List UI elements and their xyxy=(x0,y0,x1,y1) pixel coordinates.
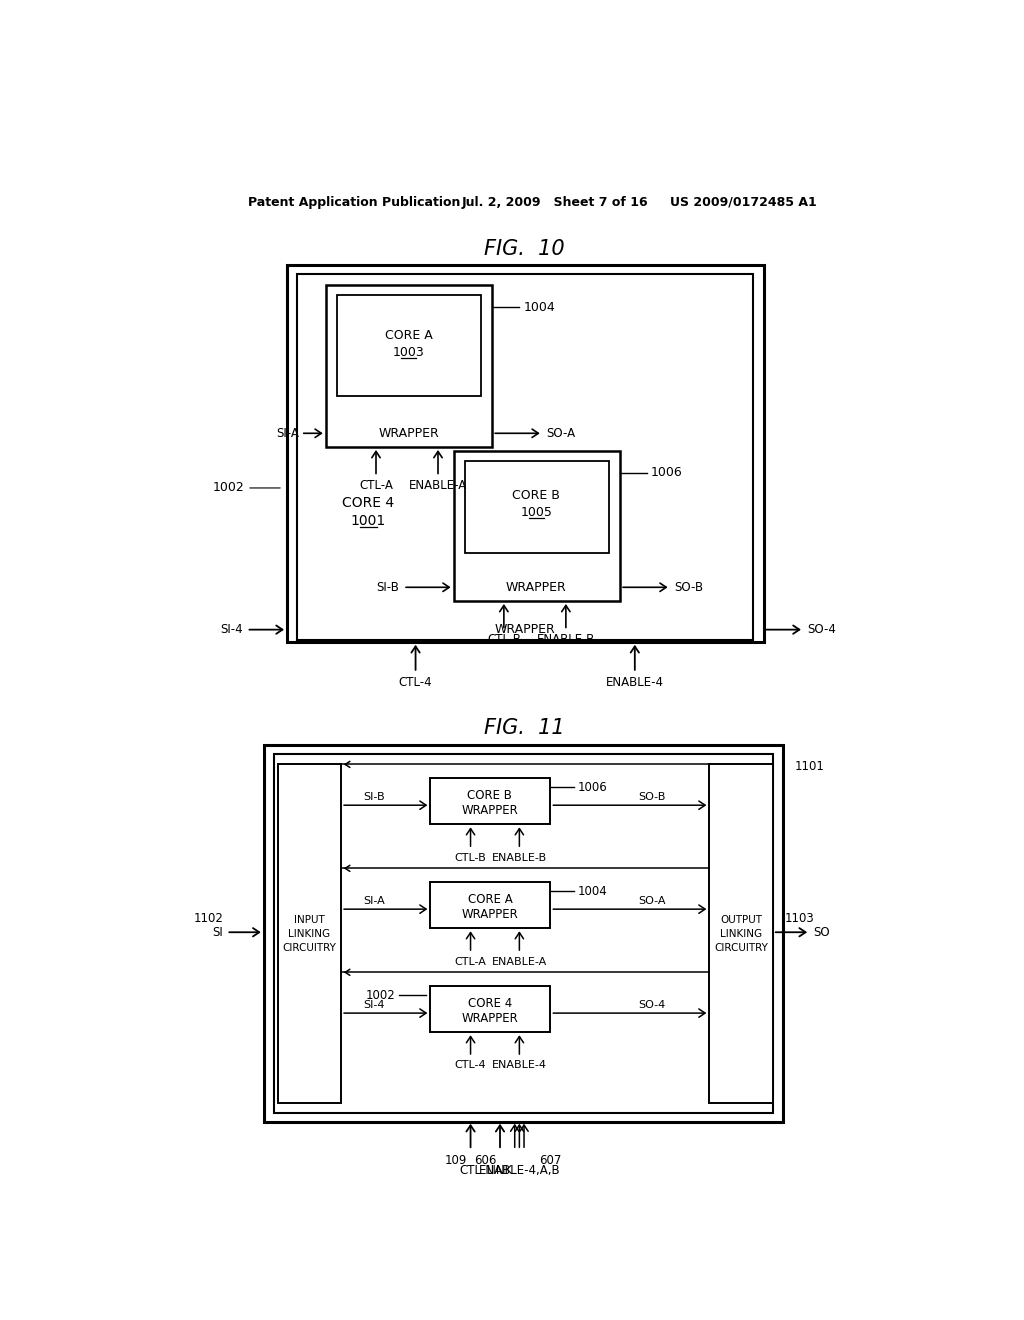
Text: CTL-A: CTL-A xyxy=(359,479,393,492)
Text: INPUT
LINKING
CIRCUITRY: INPUT LINKING CIRCUITRY xyxy=(283,915,336,953)
Text: CTL-4: CTL-4 xyxy=(398,676,432,689)
Text: SO-A: SO-A xyxy=(638,896,666,907)
Text: SI-A: SI-A xyxy=(276,426,299,440)
Bar xyxy=(326,285,493,447)
Text: Patent Application Publication: Patent Application Publication xyxy=(248,195,461,209)
Text: 606: 606 xyxy=(474,1155,496,1167)
Text: 1004: 1004 xyxy=(523,301,555,314)
Text: CTL-B: CTL-B xyxy=(455,853,486,862)
Text: SO-B: SO-B xyxy=(638,792,666,803)
Text: 1006: 1006 xyxy=(578,781,607,795)
Text: 1101: 1101 xyxy=(795,760,824,774)
Text: LINK: LINK xyxy=(486,1164,513,1177)
Bar xyxy=(273,755,773,1113)
Text: SO: SO xyxy=(813,925,829,939)
Text: 1001: 1001 xyxy=(350,513,386,528)
Text: FIG.  10: FIG. 10 xyxy=(484,239,565,259)
Text: Jul. 2, 2009   Sheet 7 of 16: Jul. 2, 2009 Sheet 7 of 16 xyxy=(461,195,648,209)
Text: 1004: 1004 xyxy=(578,884,607,898)
Text: US 2009/0172485 A1: US 2009/0172485 A1 xyxy=(671,195,817,209)
Bar xyxy=(278,764,341,1104)
Bar xyxy=(430,986,550,1032)
Text: CORE A: CORE A xyxy=(385,329,432,342)
Text: CTL-4: CTL-4 xyxy=(455,1060,486,1071)
Text: ENABLE-B: ENABLE-B xyxy=(492,853,547,862)
Text: ENABLE-4: ENABLE-4 xyxy=(606,676,664,689)
Text: 1103: 1103 xyxy=(784,912,814,925)
Text: ENABLE-A: ENABLE-A xyxy=(492,957,547,966)
Text: SI-B: SI-B xyxy=(377,581,399,594)
Text: ENABLE-4,A,B: ENABLE-4,A,B xyxy=(478,1164,560,1177)
Bar xyxy=(287,264,764,642)
Text: CTL: CTL xyxy=(460,1164,481,1177)
Text: SO-4: SO-4 xyxy=(808,623,837,636)
Text: SI-4: SI-4 xyxy=(220,623,243,636)
Text: 1002: 1002 xyxy=(213,482,281,495)
Bar xyxy=(430,882,550,928)
Text: 1003: 1003 xyxy=(392,346,424,359)
Text: 1102: 1102 xyxy=(194,912,223,925)
Text: WRAPPER: WRAPPER xyxy=(506,581,567,594)
Text: CORE 4: CORE 4 xyxy=(342,496,394,511)
Text: SI-A: SI-A xyxy=(362,896,385,907)
Bar xyxy=(337,296,480,396)
Text: FIG.  11: FIG. 11 xyxy=(484,718,565,738)
Text: 109: 109 xyxy=(444,1155,467,1167)
Text: CORE B: CORE B xyxy=(468,788,512,801)
Bar xyxy=(430,779,550,825)
Text: ENABLE-A: ENABLE-A xyxy=(409,479,467,492)
Text: SI-B: SI-B xyxy=(362,792,384,803)
Text: SI-4: SI-4 xyxy=(362,1001,384,1010)
Text: CORE A: CORE A xyxy=(468,892,512,906)
Bar xyxy=(297,275,754,640)
Text: ENABLE-4: ENABLE-4 xyxy=(492,1060,547,1071)
Text: SO-B: SO-B xyxy=(675,581,703,594)
Text: WRAPPER: WRAPPER xyxy=(462,908,518,921)
Text: WRAPPER: WRAPPER xyxy=(462,1012,518,1026)
Text: CTL-A: CTL-A xyxy=(455,957,486,966)
Text: WRAPPER: WRAPPER xyxy=(495,623,555,636)
Text: 1006: 1006 xyxy=(651,466,683,479)
Bar xyxy=(465,461,608,553)
Text: OUTPUT
LINKING
CIRCUITRY: OUTPUT LINKING CIRCUITRY xyxy=(714,915,768,953)
Text: 607: 607 xyxy=(539,1155,561,1167)
Bar xyxy=(263,744,783,1122)
Text: CORE B: CORE B xyxy=(512,490,560,502)
Text: 1002: 1002 xyxy=(366,989,395,1002)
Bar xyxy=(454,451,621,601)
Text: 1005: 1005 xyxy=(520,506,552,519)
Text: SI: SI xyxy=(213,925,223,939)
Bar xyxy=(710,764,773,1104)
Text: CORE 4: CORE 4 xyxy=(468,997,512,1010)
Text: WRAPPER: WRAPPER xyxy=(378,426,439,440)
Text: CTL-B: CTL-B xyxy=(487,634,521,647)
Text: ENABLE-B: ENABLE-B xyxy=(537,634,595,647)
Text: WRAPPER: WRAPPER xyxy=(462,804,518,817)
Text: SO-4: SO-4 xyxy=(638,1001,666,1010)
Text: SO-A: SO-A xyxy=(547,426,575,440)
